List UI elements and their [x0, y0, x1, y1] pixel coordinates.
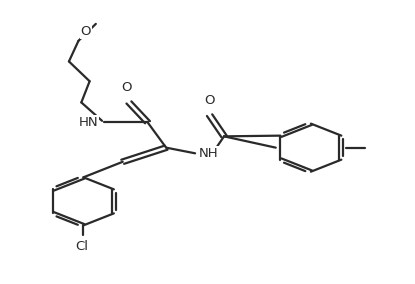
Text: O: O	[204, 94, 215, 107]
Text: O: O	[81, 25, 91, 38]
Text: HN: HN	[78, 116, 98, 129]
Text: Cl: Cl	[75, 240, 88, 253]
Text: NH: NH	[199, 147, 219, 160]
Text: O: O	[122, 81, 132, 94]
